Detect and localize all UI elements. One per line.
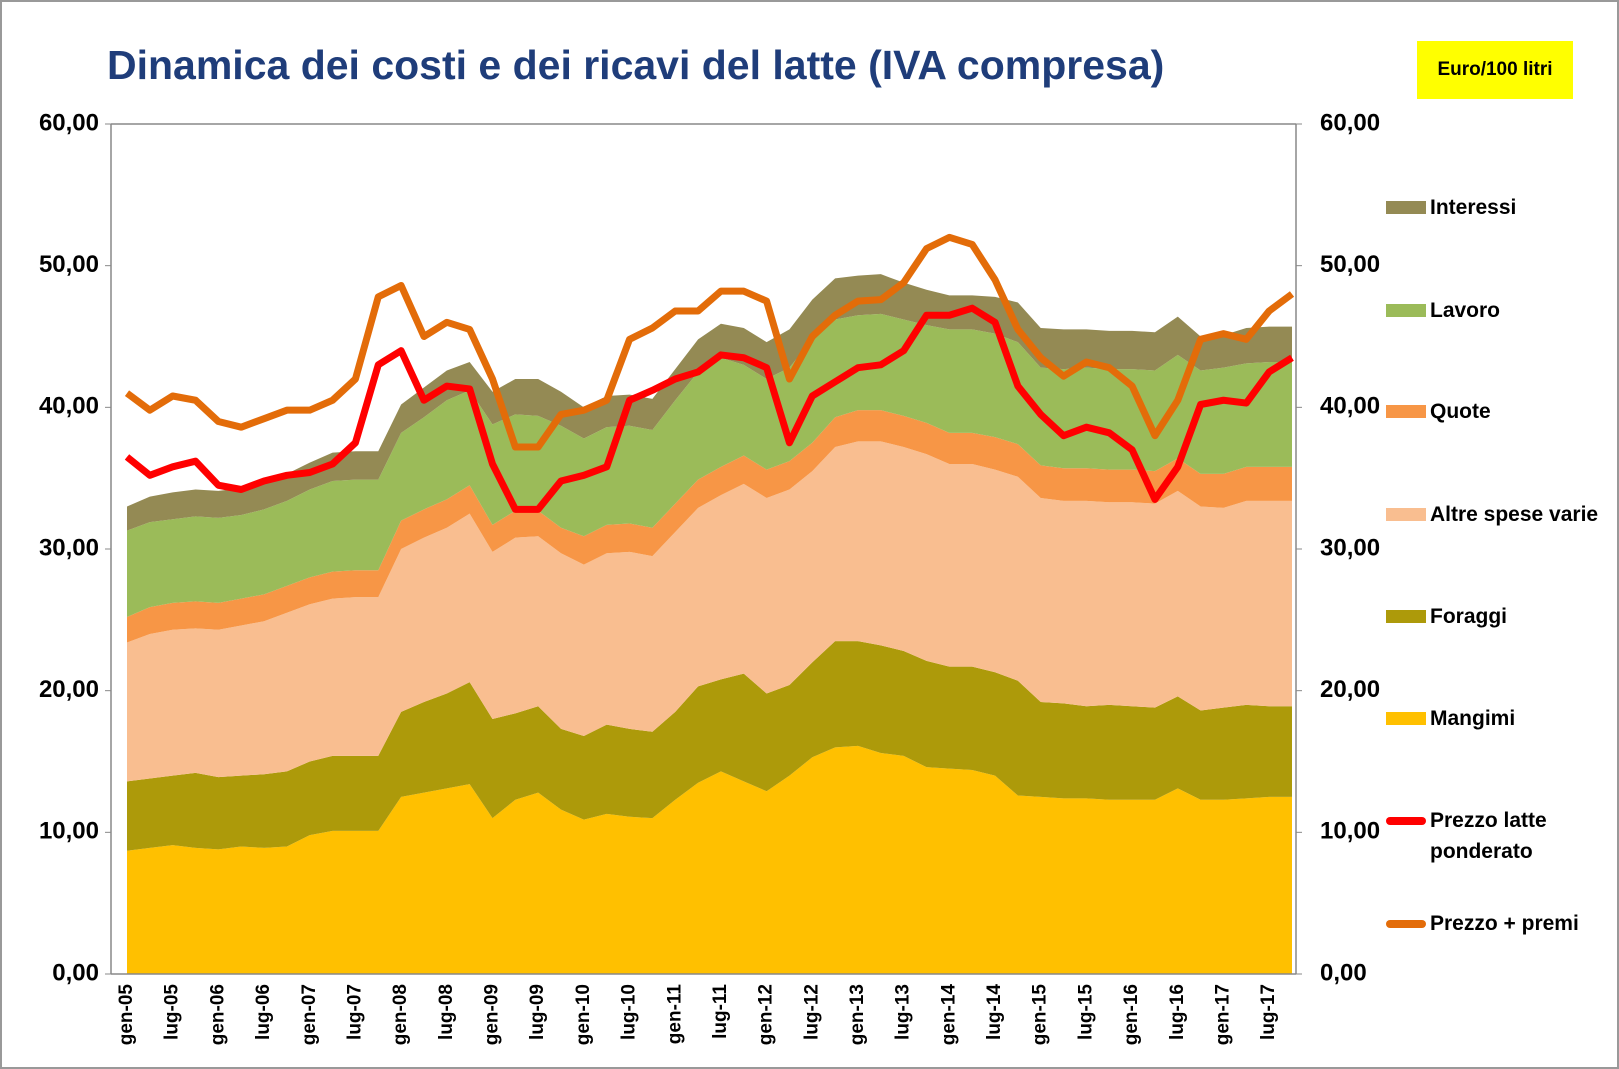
x-tick-label: gen-14: [938, 984, 959, 1046]
legend-swatch: [1386, 405, 1426, 418]
area: [127, 441, 1292, 782]
y2-tick-label: 50,00: [1320, 251, 1380, 278]
legend-item: Quote: [1386, 396, 1600, 427]
x-tick-label: lug-17: [1258, 984, 1279, 1040]
x-tick-label: lug-06: [253, 984, 274, 1040]
x-tick-label: gen-08: [390, 984, 411, 1045]
y2-tick-label: 40,00: [1320, 393, 1380, 420]
x-tick-label: lug-11: [710, 984, 731, 1039]
line: [124, 304, 1294, 513]
legend-item: Altre spese varie: [1386, 499, 1600, 530]
x-tick-label: gen-10: [573, 984, 594, 1045]
legend-item: Mangimi: [1386, 703, 1600, 734]
x-tick-label: lug-08: [436, 984, 457, 1040]
x-tick-label: lug-10: [619, 984, 640, 1040]
x-tick-label: gen-16: [1121, 984, 1142, 1045]
y2-tick-label: 10,00: [1320, 818, 1380, 845]
y2-tick-label: 30,00: [1320, 534, 1380, 561]
legend-label: Quote: [1430, 400, 1491, 423]
x-tick-label: lug-14: [984, 984, 1005, 1040]
y2-tick-label: 20,00: [1320, 676, 1380, 703]
x-tick-label: gen-12: [756, 984, 777, 1045]
legend-swatch: [1386, 712, 1426, 725]
legend-label: Prezzo latte ponderato: [1430, 809, 1547, 863]
areas: [127, 274, 1292, 974]
legend-swatch: [1386, 508, 1426, 521]
legend-item: Lavoro: [1386, 295, 1600, 326]
y-tick-label: 60,00: [39, 109, 99, 136]
legend-label: Mangimi: [1430, 707, 1516, 730]
line: [124, 233, 1295, 451]
legend-swatch: [1386, 304, 1426, 317]
legend-label: Prezzo + premi: [1430, 912, 1579, 935]
x-tick-label: lug-07: [344, 984, 365, 1040]
x-tick-label: lug-05: [162, 984, 183, 1040]
x-tick-label: gen-09: [482, 984, 503, 1045]
area: [127, 745, 1292, 974]
y-tick-label: 50,00: [39, 251, 99, 278]
x-tick-label: lug-13: [893, 984, 914, 1040]
x-tick-label: gen-05: [116, 984, 137, 1046]
x-tick-label: gen-17: [1212, 984, 1233, 1045]
legend-label: Lavoro: [1430, 299, 1501, 322]
x-tick-label: gen-07: [299, 984, 320, 1045]
area: [127, 313, 1292, 617]
legend-item: Foraggi: [1386, 601, 1600, 632]
legend-swatch: [1386, 610, 1426, 623]
legend-item: Interessi: [1386, 192, 1600, 223]
y-tick-label: 0,00: [52, 959, 99, 986]
legend-item: Prezzo latte ponderato: [1386, 805, 1600, 867]
area: [127, 410, 1292, 643]
legend-swatch: [1386, 817, 1426, 825]
legend-label: Foraggi: [1430, 605, 1507, 628]
y-tick-label: 40,00: [39, 393, 99, 420]
area: [127, 274, 1292, 531]
legend-swatch: [1386, 201, 1426, 214]
x-tick-label: gen-15: [1030, 984, 1051, 1046]
x-tick-label: lug-09: [527, 984, 548, 1040]
legend-label: Altre spese varie: [1430, 503, 1599, 526]
y2-tick-label: 60,00: [1320, 109, 1380, 136]
legend-item: Prezzo + premi: [1386, 908, 1600, 939]
y-tick-label: 20,00: [39, 676, 99, 703]
x-tick-label: lug-16: [1167, 984, 1188, 1040]
area: [127, 641, 1292, 851]
y-tick-label: 30,00: [39, 534, 99, 561]
x-tick-label: gen-13: [847, 984, 868, 1045]
legend-label: Interessi: [1430, 196, 1517, 219]
x-tick-label: lug-15: [1075, 984, 1096, 1040]
unit-label: Euro/100 litri: [1417, 41, 1573, 99]
y-tick-label: 10,00: [39, 818, 99, 845]
x-tick-label: gen-06: [207, 984, 228, 1045]
x-tick-label: gen-11: [664, 984, 685, 1045]
legend-swatch: [1386, 920, 1426, 928]
chart-title: Dinamica dei costi e dei ricavi del latt…: [107, 42, 1164, 88]
x-tick-label: lug-12: [801, 984, 822, 1040]
y2-tick-label: 0,00: [1320, 959, 1367, 986]
